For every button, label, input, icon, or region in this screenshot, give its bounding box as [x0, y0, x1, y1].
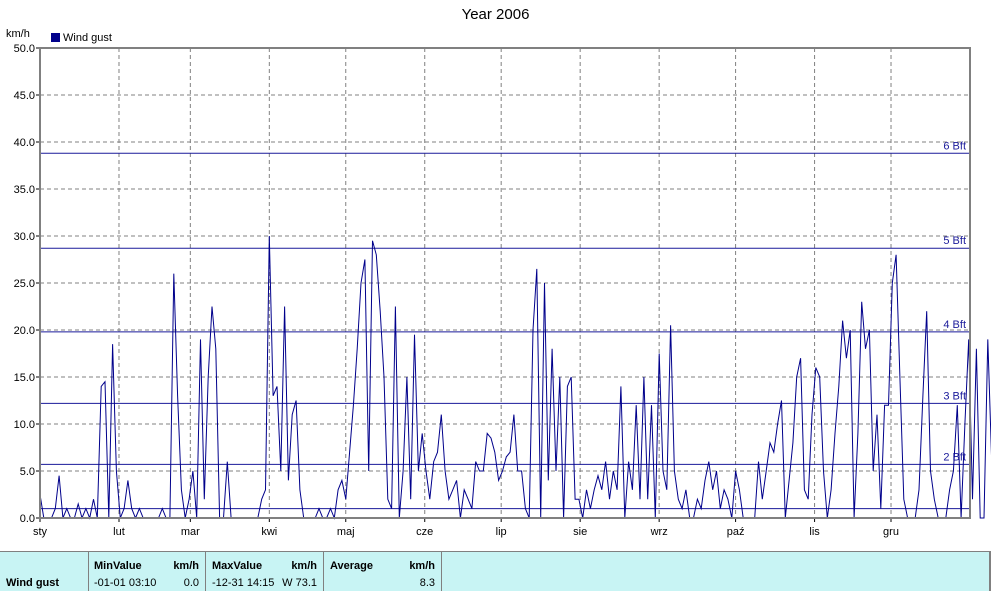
x-tick-label: mar: [181, 526, 200, 538]
y-tick-label: 40.0: [14, 137, 35, 149]
stats-max-cell: MaxValue km/h -12-31 14:15 W 73.1: [206, 552, 324, 591]
y-axis-label: km/h: [6, 28, 30, 40]
x-tick-label: wrz: [650, 526, 668, 538]
plot-frame: [39, 47, 971, 519]
y-tick-label: 30.0: [14, 231, 35, 243]
x-tick-label: sty: [33, 526, 48, 538]
stats-min-cell: MinValue km/h -01-01 03:10 0.0: [88, 552, 206, 591]
stats-max-time: -12-31 14:15: [212, 577, 275, 589]
stats-avg-value: 8.3: [419, 577, 435, 589]
y-tick-label: 25.0: [14, 278, 35, 290]
x-tick-label: kwi: [261, 526, 277, 538]
stats-border-bottom: [989, 552, 991, 591]
stats-max-value: W 73.1: [282, 577, 317, 589]
y-tick-label: 45.0: [14, 90, 35, 102]
stats-max-header: MaxValue: [212, 560, 263, 572]
x-tick-label: lip: [496, 526, 507, 538]
stats-avg-unit: km/h: [409, 560, 435, 572]
beaufort-label: 5 Bft: [943, 235, 966, 247]
stats-row-label-cell: Wind gust: [0, 552, 89, 591]
x-tick-label: lut: [113, 526, 125, 538]
stats-min-header: MinValue: [94, 560, 142, 572]
beaufort-label: 6 Bft: [943, 140, 966, 152]
stats-min-unit: km/h: [173, 560, 199, 572]
stats-row-label: Wind gust: [6, 577, 60, 589]
y-tick-label: 15.0: [14, 372, 35, 384]
stats-max-unit: km/h: [291, 560, 317, 572]
y-tick-label: 10.0: [14, 419, 35, 431]
x-tick-label: paź: [727, 526, 745, 538]
x-tick-label: cze: [416, 526, 433, 538]
beaufort-label: 3 Bft: [943, 390, 966, 402]
x-tick-label: gru: [883, 526, 899, 538]
stats-panel: Wind gust MinValue km/h -01-01 03:10 0.0…: [0, 551, 991, 591]
chart-area: 0.0 5.0 10.0 15.0 20.0 25.0 30.0 35.0 40.0 45.0 50…: [6, 28, 991, 538]
y-tick-label: 35.0: [14, 184, 35, 196]
stats-min-value: 0.0: [183, 577, 199, 589]
legend-label: Wind gust: [63, 32, 112, 44]
y-tick-label: 0.0: [20, 513, 35, 525]
legend-swatch: [51, 33, 60, 42]
stats-avg-header: Average: [330, 560, 374, 572]
chart-title: Year 2006: [461, 6, 530, 23]
y-tick-label: 50.0: [14, 43, 35, 55]
x-tick-label: sie: [573, 526, 587, 538]
x-tick-label: lis: [809, 526, 820, 538]
y-tick-label: 5.0: [20, 466, 35, 478]
stats-min-time: -01-01 03:10: [94, 577, 157, 589]
stats-avg-cell: Average km/h 8.3: [324, 552, 442, 591]
y-tick-label: 20.0: [14, 325, 35, 337]
beaufort-label: 4 Bft: [943, 319, 966, 331]
x-tick-label: maj: [337, 526, 355, 538]
